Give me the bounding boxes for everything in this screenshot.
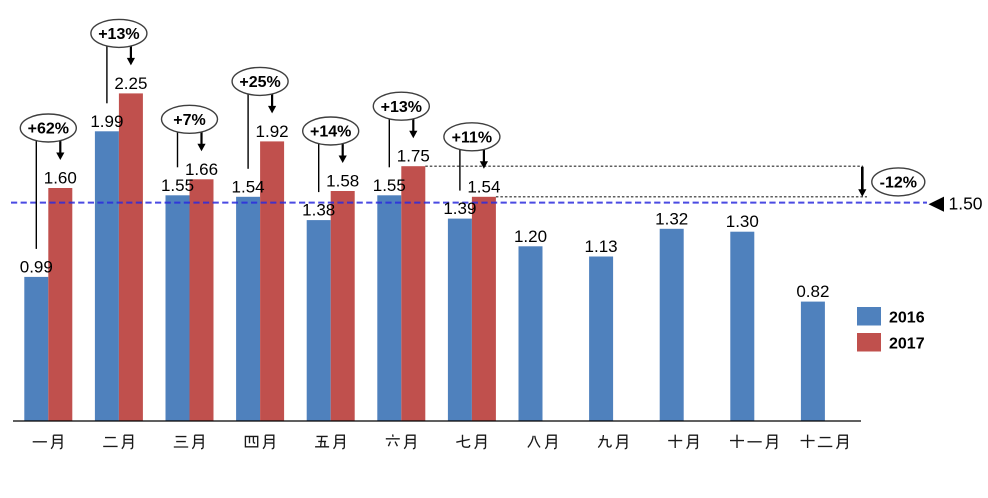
svg-text:1.38: 1.38: [302, 201, 335, 220]
svg-text:0.99: 0.99: [20, 257, 53, 276]
svg-text:-12%: -12%: [880, 175, 917, 192]
svg-text:0.82: 0.82: [796, 282, 829, 301]
svg-text:2016: 2016: [889, 310, 925, 327]
svg-text:1.39: 1.39: [443, 199, 476, 218]
svg-text:1.50: 1.50: [948, 194, 982, 214]
svg-text:1.54: 1.54: [232, 177, 265, 196]
svg-text:1.58: 1.58: [326, 172, 359, 191]
svg-text:1.30: 1.30: [726, 212, 759, 231]
svg-text:1.55: 1.55: [373, 176, 406, 195]
svg-text:1.55: 1.55: [161, 176, 194, 195]
svg-text:1.54: 1.54: [467, 177, 500, 196]
svg-text:1.75: 1.75: [397, 147, 430, 166]
svg-text:1.99: 1.99: [90, 112, 123, 131]
svg-text:1.60: 1.60: [44, 169, 77, 188]
svg-text:2.25: 2.25: [114, 74, 147, 93]
svg-text:1.13: 1.13: [585, 237, 618, 256]
svg-text:2017: 2017: [889, 336, 925, 353]
svg-text:+13%: +13%: [98, 26, 139, 43]
svg-text:+11%: +11%: [452, 129, 492, 146]
svg-text:+25%: +25%: [239, 74, 280, 91]
svg-text:1.92: 1.92: [256, 122, 289, 141]
svg-text:+62%: +62%: [28, 121, 69, 138]
svg-text:1.20: 1.20: [514, 227, 547, 246]
svg-text:+14%: +14%: [310, 124, 351, 141]
svg-text:+13%: +13%: [381, 99, 422, 116]
svg-text:+7%: +7%: [173, 112, 205, 129]
svg-text:1.32: 1.32: [655, 209, 688, 228]
svg-text:1.66: 1.66: [185, 160, 218, 179]
